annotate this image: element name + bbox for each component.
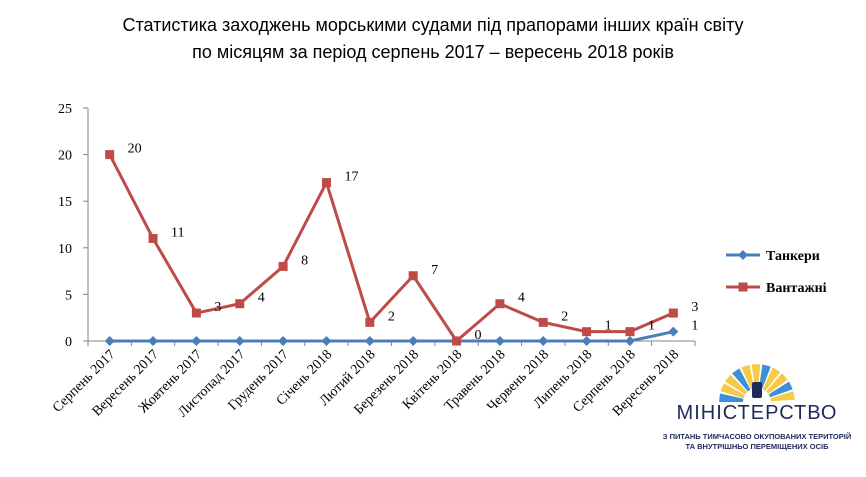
data-label: 4 bbox=[258, 291, 265, 306]
data-point bbox=[494, 336, 505, 346]
data-point bbox=[321, 178, 331, 188]
logo-ray bbox=[762, 367, 781, 391]
data-point bbox=[364, 336, 375, 346]
data-label: 0 bbox=[475, 328, 482, 343]
data-point bbox=[278, 336, 289, 346]
data-label: 1 bbox=[648, 319, 655, 334]
legend-marker bbox=[738, 282, 748, 292]
data-label: 1 bbox=[605, 319, 612, 334]
data-point bbox=[278, 261, 288, 271]
logo-ray bbox=[732, 368, 751, 392]
ministry-logo: МІНІСТЕРСТВО З ПИТАНЬ ТИМЧАСОВО ОКУПОВАН… bbox=[652, 362, 862, 474]
data-label: 3 bbox=[691, 300, 698, 315]
data-label: 1 bbox=[691, 319, 698, 334]
trident-icon bbox=[752, 382, 762, 398]
data-point bbox=[191, 308, 201, 318]
logo-ray bbox=[720, 383, 745, 399]
series-line-2 bbox=[108, 153, 674, 343]
y-tick-label: 25 bbox=[58, 102, 72, 117]
data-point bbox=[234, 336, 245, 346]
data-point bbox=[191, 336, 202, 346]
logo-ray bbox=[766, 373, 788, 394]
chart-title-line2: по місяцям за період серпень 2017 – вере… bbox=[192, 42, 674, 62]
data-label: 3 bbox=[214, 300, 221, 315]
chart-series bbox=[104, 150, 679, 346]
logo-subtitle-1: З ПИТАНЬ ТИМЧАСОВО ОКУПОВАНИХ ТЕРИТОРІЙ bbox=[662, 432, 852, 441]
logo-ray bbox=[759, 364, 771, 389]
y-tick-label: 5 bbox=[65, 288, 72, 303]
data-point bbox=[148, 233, 158, 243]
series-line-1 bbox=[109, 330, 674, 343]
data-point bbox=[365, 317, 375, 327]
logo-ray bbox=[741, 364, 755, 390]
data-point bbox=[321, 336, 332, 346]
data-label: 7 bbox=[431, 263, 438, 278]
data-label: 2 bbox=[388, 309, 395, 324]
data-label: 20 bbox=[128, 142, 142, 157]
chart-title-line1: Статистика заходжень морськими судами пі… bbox=[122, 15, 744, 35]
y-tick-label: 10 bbox=[58, 242, 72, 257]
data-point bbox=[582, 327, 592, 337]
data-point bbox=[668, 326, 679, 337]
y-tick-label: 0 bbox=[65, 335, 72, 350]
data-point bbox=[495, 299, 505, 309]
data-point bbox=[452, 336, 462, 346]
logo-ray bbox=[768, 381, 793, 398]
data-point bbox=[235, 299, 245, 309]
data-point bbox=[538, 336, 549, 346]
data-point bbox=[625, 327, 635, 337]
data-label: 2 bbox=[561, 309, 568, 324]
logo-subtitle-2: ТА ВНУТРІШНЬО ПЕРЕМІЩЕНИХ ОСІБ bbox=[685, 442, 829, 451]
data-label: 4 bbox=[518, 291, 525, 306]
data-point bbox=[538, 317, 548, 327]
chart-legend: Танкери Вантажні bbox=[726, 249, 827, 296]
data-point bbox=[408, 336, 419, 346]
data-point bbox=[148, 336, 159, 346]
data-point bbox=[104, 336, 115, 346]
data-point bbox=[581, 336, 592, 346]
legend-label: Танкери bbox=[766, 249, 820, 264]
y-tick-label: 20 bbox=[58, 149, 72, 164]
logo-ray bbox=[770, 391, 795, 402]
data-point bbox=[668, 308, 678, 318]
data-point bbox=[408, 271, 418, 281]
ministry-emblem-icon bbox=[719, 364, 795, 402]
data-label: 11 bbox=[171, 225, 184, 240]
logo-ray bbox=[719, 393, 744, 402]
data-point bbox=[624, 336, 635, 346]
y-axis-ticks: 0 5 10 15 20 25 bbox=[58, 102, 88, 350]
legend-marker bbox=[738, 250, 748, 260]
chart-title: Статистика заходжень морськими судами пі… bbox=[0, 12, 866, 66]
legend-label: Вантажні bbox=[766, 281, 827, 296]
data-point bbox=[105, 150, 115, 160]
logo-name: МІНІСТЕРСТВО bbox=[676, 402, 838, 424]
data-label: 8 bbox=[301, 253, 308, 268]
y-tick-label: 15 bbox=[58, 195, 72, 210]
data-label: 17 bbox=[344, 170, 358, 185]
logo-ray bbox=[725, 374, 748, 395]
